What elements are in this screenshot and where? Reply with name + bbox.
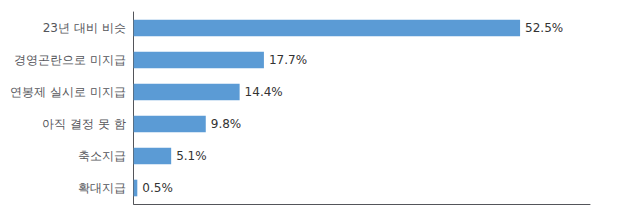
svg-text:23년 대비 비슷: 23년 대비 비슷 [43,21,126,35]
svg-text:52.5%: 52.5% [525,21,563,35]
svg-text:축소지급: 축소지급 [78,149,126,163]
svg-text:연봉제 실시로 미지급: 연봉제 실시로 미지급 [10,85,126,99]
svg-text:17.7%: 17.7% [269,53,307,67]
svg-text:아직 결정 못 함: 아직 결정 못 함 [42,117,125,131]
svg-text:9.8%: 9.8% [211,117,242,131]
svg-text:확대지급: 확대지급 [78,181,126,195]
svg-text:5.1%: 5.1% [176,149,207,163]
svg-text:14.4%: 14.4% [245,85,283,99]
svg-text:경영곤란으로 미지급: 경영곤란으로 미지급 [14,53,126,67]
svg-text:0.5%: 0.5% [142,181,173,195]
